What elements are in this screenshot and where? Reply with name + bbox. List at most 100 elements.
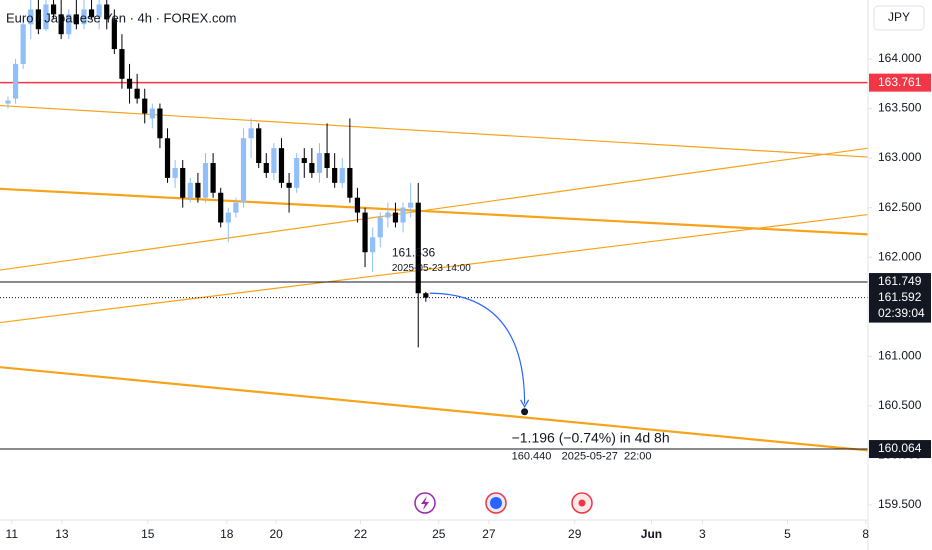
- candle-body: [415, 202, 421, 294]
- candle-body: [294, 158, 300, 188]
- candle-body: [43, 4, 49, 30]
- candle-body: [332, 167, 338, 183]
- candle-body: [278, 148, 285, 183]
- y-tick-label: 163.500: [878, 101, 922, 115]
- candle-body: [28, 9, 34, 25]
- price-badge: [869, 288, 931, 323]
- candle-body: [88, 9, 95, 18]
- y-tick-label: 163.000: [878, 150, 922, 164]
- x-tick-label: Jun: [641, 527, 662, 541]
- x-tick-label: 13: [55, 527, 69, 541]
- candle-body: [134, 88, 140, 99]
- lightning-icon: [421, 496, 429, 510]
- price-badge-label: 161.592: [878, 290, 922, 304]
- candle-body: [96, 4, 102, 18]
- trend-line: [0, 187, 868, 236]
- candle-body: [50, 4, 57, 15]
- candle-body: [180, 167, 186, 198]
- candle-body: [218, 192, 224, 223]
- candle-body: [385, 212, 391, 218]
- candle-body: [195, 182, 201, 198]
- y-tick-label: 161.000: [878, 348, 922, 362]
- candle-body: [210, 163, 216, 193]
- currency-label: JPY: [888, 10, 910, 24]
- price-badge: [869, 440, 931, 459]
- candle-body: [12, 63, 19, 99]
- candle-body: [271, 148, 277, 173]
- candle-body: [324, 153, 330, 168]
- trend-line: [0, 213, 868, 324]
- x-tick-label: 11: [6, 527, 19, 541]
- start-price-label: 161.636: [392, 245, 436, 259]
- candle-body: [164, 138, 171, 178]
- trend-line: [0, 366, 868, 452]
- candle-body: [111, 19, 117, 50]
- candle-body: [309, 163, 315, 173]
- countdown-label: 02:39:04: [878, 306, 925, 320]
- candle-body: [256, 128, 262, 164]
- price-badge-label: 161.749: [878, 274, 922, 288]
- x-tick-label: 20: [269, 527, 283, 541]
- target-icon: [578, 499, 586, 507]
- price-badge: [869, 273, 931, 292]
- plot-area: [0, 0, 868, 452]
- price-badge-label: 163.761: [878, 75, 922, 89]
- candle-body: [66, 14, 72, 35]
- candle-body: [149, 108, 155, 119]
- y-tick-label: 162.500: [878, 200, 922, 214]
- arrow-head: [520, 399, 530, 408]
- chart-title: Euro / Japanese Yen · 4h · FOREX.com: [6, 10, 237, 25]
- candle-body: [408, 202, 414, 208]
- y-tick-label: 160.500: [878, 398, 922, 412]
- price-badge-label: 160.064: [878, 441, 922, 455]
- candle-body: [263, 163, 269, 173]
- candle-body: [377, 217, 383, 238]
- candle-body: [316, 153, 323, 173]
- candle-body: [35, 9, 41, 30]
- currency-button[interactable]: [873, 5, 925, 31]
- projection-arrow: [429, 292, 526, 404]
- candle-body: [142, 98, 148, 114]
- target-price-label: 160.440: [512, 451, 552, 463]
- candle-body: [248, 128, 254, 139]
- x-tick-label: 3: [699, 527, 706, 541]
- candle-body: [240, 138, 247, 203]
- trend-line: [0, 147, 868, 271]
- candle-body: [20, 24, 26, 64]
- globe-icon: [490, 497, 502, 509]
- candle-body: [423, 293, 429, 298]
- x-tick-label: 5: [784, 527, 791, 541]
- x-tick-label: 25: [432, 527, 446, 541]
- target-date-label: 2025-05-27 22:00: [562, 451, 652, 463]
- change-label: −1.196 (−0.74%) in 4d 8h: [512, 429, 670, 445]
- candle-body: [225, 212, 231, 223]
- x-tick-label: 15: [141, 527, 155, 541]
- candle-body: [400, 207, 406, 223]
- candle-body: [119, 49, 125, 79]
- candle-body: [202, 163, 209, 198]
- event-icons: [414, 492, 593, 514]
- candle-body: [347, 167, 353, 198]
- candle-body: [362, 212, 368, 253]
- start-date-label: 2025-05-23 14:00: [392, 263, 471, 274]
- candle-body: [339, 167, 345, 183]
- y-tick-label: 159.500: [878, 497, 922, 511]
- candle-body: [286, 182, 292, 188]
- candle-body: [370, 237, 376, 253]
- y-tick-label: 164.000: [878, 51, 922, 65]
- candle-body: [58, 14, 64, 35]
- candle-body: [354, 197, 361, 213]
- x-tick-label: 22: [354, 527, 368, 541]
- price-badge: [869, 73, 931, 92]
- candle-body: [104, 4, 110, 20]
- y-tick-label: 162.000: [878, 249, 922, 263]
- candle-body: [5, 100, 11, 104]
- projection-target: [521, 408, 529, 416]
- candle-body: [301, 158, 307, 164]
- candle-body: [81, 9, 87, 25]
- candle-body: [392, 212, 399, 223]
- candle-body: [233, 202, 239, 213]
- candle-body: [73, 14, 79, 25]
- candle-body: [187, 182, 193, 198]
